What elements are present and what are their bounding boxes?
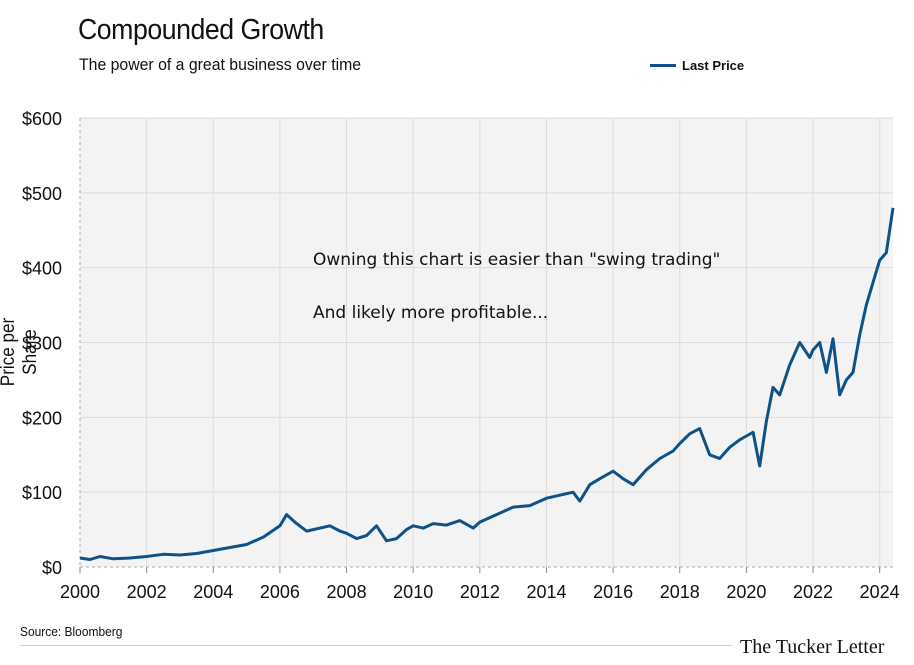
chart-title: Compounded Growth [78, 14, 324, 46]
y-tick-label: $600 [22, 109, 62, 129]
x-tick-label: 2022 [793, 582, 833, 602]
x-tick-label: 2012 [460, 582, 500, 602]
chart-legend: Last Price [650, 58, 744, 73]
x-tick-label: 2024 [860, 582, 900, 602]
y-tick-label: $0 [42, 558, 62, 578]
x-tick-label: 2020 [726, 582, 766, 602]
chart-subtitle: The power of a great business over time [79, 55, 362, 74]
x-tick-label: 2002 [127, 582, 167, 602]
x-tick-label: 2006 [260, 582, 300, 602]
series-line-last-price [79, 207, 895, 561]
legend-label-last-price: Last Price [682, 58, 745, 73]
y-tick-label: $300 [22, 334, 62, 354]
y-tick-label: $200 [22, 408, 62, 428]
y-tick-label: $400 [22, 259, 62, 279]
y-tick-label: $100 [22, 483, 62, 503]
x-tick-label: 2000 [60, 582, 100, 602]
y-tick-label: $500 [22, 184, 62, 204]
x-tick-label: 2014 [526, 582, 566, 602]
annotation-swing-trading: Owning this chart is easier than "swing … [313, 250, 720, 270]
x-tick-label: 2008 [327, 582, 367, 602]
source-note: Source: Bloomberg [20, 624, 123, 639]
x-tick-label: 2018 [660, 582, 700, 602]
footer-divider [20, 645, 732, 646]
brand-name: The Tucker Letter [740, 636, 885, 658]
x-tick-label: 2004 [193, 582, 233, 602]
legend-swatch-last-price [650, 64, 676, 67]
annotation-more-profitable: And likely more profitable... [313, 303, 548, 323]
x-tick-label: 2010 [393, 582, 433, 602]
x-tick-label: 2016 [593, 582, 633, 602]
